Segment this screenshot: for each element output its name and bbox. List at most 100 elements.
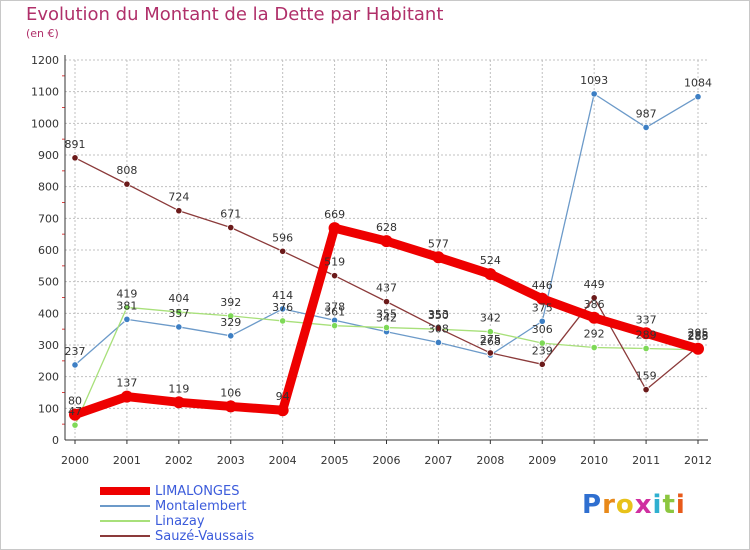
point-linazay <box>175 308 183 316</box>
data-label-linazay: 392 <box>220 296 241 309</box>
legend-item-linazay: Linazay <box>100 514 360 529</box>
logo-letter: r <box>602 490 616 520</box>
point-linazay <box>590 343 598 352</box>
series-lines <box>70 93 703 426</box>
point-limalonges <box>692 342 704 355</box>
point-limalonges <box>588 311 601 324</box>
legend-swatch-limalonges <box>100 487 150 495</box>
x-tick-label: 2011 <box>632 454 660 467</box>
data-label-limalonges: 386 <box>584 298 605 311</box>
chart-title: Evolution du Montant de la Dette par Hab… <box>26 4 444 25</box>
logo-letter: i <box>652 490 663 520</box>
logo-letter: o <box>615 490 635 520</box>
data-label-limalonges: 288 <box>688 329 709 342</box>
point-limalonges <box>172 396 185 409</box>
data-label-montalembert: 237 <box>65 345 86 358</box>
data-label-montalembert: 268 <box>480 335 501 348</box>
data-label-montalembert: 414 <box>272 289 293 302</box>
point-limalonges <box>640 327 653 340</box>
x-tick-label: 2007 <box>424 454 452 467</box>
point-sauz-vaussais <box>538 360 546 368</box>
data-labels: 237 381 357 329 414 378 342 308 268 375 1093 987 108… <box>65 74 713 418</box>
data-label-sauz-vaussais: 724 <box>168 191 189 204</box>
gridlines <box>65 59 708 441</box>
point-sauz-vaussais <box>434 324 443 332</box>
y-tick-label: 300 <box>38 339 59 352</box>
point-sauz-vaussais <box>279 247 287 255</box>
legend-label-sauz-vaussais: Sauzé-Vaussais <box>155 529 255 544</box>
axes: 0 100 200 300 400 500 600 700 800 900 1000 1100 1200… <box>31 54 712 467</box>
x-tick-label: 2008 <box>476 454 504 467</box>
y-tick-label: 500 <box>38 276 59 289</box>
data-label-limalonges: 446 <box>532 279 553 292</box>
data-label-montalembert: 1093 <box>580 74 608 87</box>
point-limalonges <box>380 235 393 248</box>
data-label-limalonges: 137 <box>116 377 137 390</box>
point-linazay <box>71 421 79 429</box>
data-label-sauz-vaussais: 449 <box>584 278 605 291</box>
legend-swatch-sauz-vaussais <box>100 535 150 537</box>
data-label-limalonges: 106 <box>220 386 241 399</box>
point-sauz-vaussais <box>382 298 391 306</box>
point-montalembert <box>694 93 702 101</box>
data-label-sauz-vaussais: 239 <box>532 344 553 357</box>
point-limalonges <box>69 408 81 421</box>
data-label-limalonges: 337 <box>636 313 657 326</box>
data-label-montalembert: 308 <box>428 322 449 335</box>
y-tick-label: 400 <box>38 307 59 320</box>
proxiti-logo: Proxiti <box>582 490 686 520</box>
data-label-linazay: 292 <box>584 328 605 341</box>
legend: LIMALONGES Montalembert Linazay Sauzé-Vauss… <box>100 484 360 544</box>
data-label-sauz-vaussais: 596 <box>272 231 293 244</box>
point-limalonges <box>120 390 133 403</box>
data-label-linazay: 47 <box>68 405 82 418</box>
data-label-linazay: 376 <box>272 301 293 314</box>
point-montalembert <box>590 90 598 98</box>
legend-item-montalembert: Montalembert <box>100 499 360 514</box>
point-montalembert <box>642 123 650 132</box>
logo-letter: P <box>582 490 603 520</box>
point-montalembert <box>71 361 79 369</box>
point-montalembert <box>123 315 131 323</box>
logo-letter: t <box>662 490 676 520</box>
data-label-limalonges: 119 <box>168 382 189 395</box>
y-tick-label: 800 <box>38 181 59 194</box>
data-label-montalembert: 381 <box>116 299 137 312</box>
y-tick-label: 1000 <box>31 117 59 130</box>
x-tick-label: 2000 <box>61 454 89 467</box>
point-sauz-vaussais <box>590 294 598 302</box>
data-label-sauz-vaussais: 159 <box>636 370 657 383</box>
data-label-limalonges: 577 <box>428 237 449 250</box>
data-label-limalonges: 669 <box>324 208 345 221</box>
y-tick-label: 200 <box>38 371 59 384</box>
x-tick-label: 2003 <box>217 454 245 467</box>
point-sauz-vaussais <box>123 180 131 188</box>
x-tick-label: 2005 <box>321 454 349 467</box>
point-sauz-vaussais <box>642 386 650 394</box>
point-linazay <box>123 303 131 311</box>
point-sauz-vaussais <box>486 349 494 357</box>
data-label-montalembert: 329 <box>220 316 241 329</box>
data-label-sauz-vaussais: 353 <box>428 308 449 321</box>
point-limalonges <box>276 404 289 417</box>
data-label-linazay: 419 <box>116 287 137 300</box>
x-tick-label: 2002 <box>165 454 193 467</box>
point-limalonges <box>328 222 341 235</box>
chart-subtitle: (en €) <box>26 27 59 40</box>
y-tick-label: 900 <box>38 149 59 162</box>
x-tick-label: 2001 <box>113 454 141 467</box>
point-linazay <box>382 323 391 332</box>
data-label-sauz-vaussais: 295 <box>688 327 709 340</box>
x-tick-label: 2012 <box>684 454 712 467</box>
data-label-sauz-vaussais: 519 <box>324 256 345 269</box>
data-label-linazay: 355 <box>376 308 397 321</box>
data-label-sauz-vaussais: 671 <box>220 208 241 221</box>
data-label-montalembert: 1084 <box>684 77 712 90</box>
data-label-linazay: 342 <box>480 312 501 325</box>
logo-letter: x <box>634 490 653 520</box>
legend-item-limalonges: LIMALONGES <box>100 484 360 499</box>
logo-letter: i <box>675 490 686 520</box>
data-label-montalembert: 342 <box>376 312 397 325</box>
data-label-sauz-vaussais: 275 <box>480 333 501 346</box>
